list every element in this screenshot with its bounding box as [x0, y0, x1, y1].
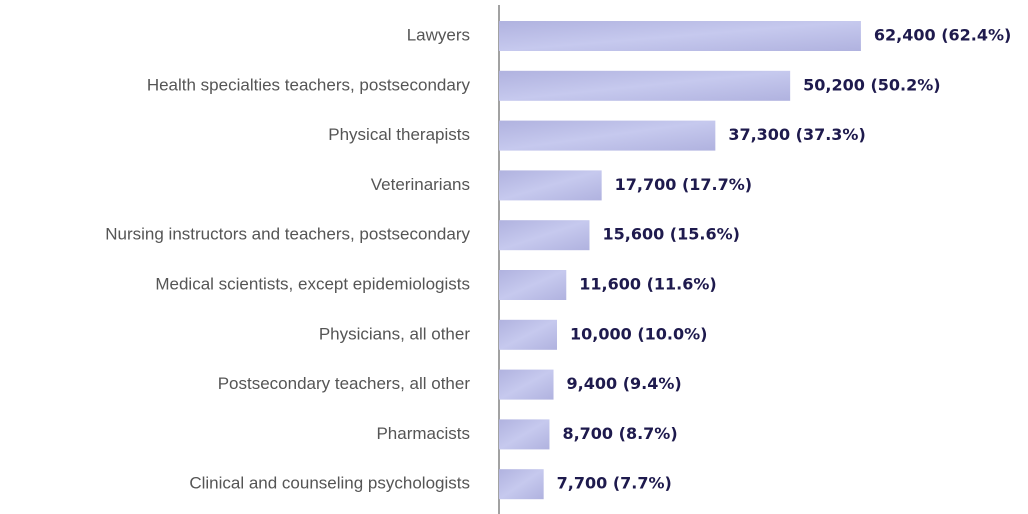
category-label: Physicians, all other [319, 324, 471, 343]
category-label: Pharmacists [376, 424, 470, 443]
bar [499, 70, 791, 101]
bar [499, 120, 716, 151]
data-label: 11,600 (11.6%) [579, 275, 716, 294]
bar [499, 220, 590, 251]
data-label: 15,600 (15.6%) [602, 225, 739, 244]
data-label: 37,300 (37.3%) [728, 125, 865, 144]
bar [499, 369, 554, 400]
data-label: 50,200 (50.2%) [803, 75, 940, 94]
bar [499, 469, 544, 500]
category-label: Physical therapists [328, 125, 470, 144]
category-label: Clinical and counseling psychologists [189, 474, 470, 493]
category-label: Health specialties teachers, postseconda… [147, 75, 471, 94]
bar [499, 419, 550, 450]
data-label: 7,700 (7.7%) [557, 474, 672, 493]
category-label: Veterinarians [371, 175, 470, 194]
bar [499, 270, 567, 300]
data-label: 9,400 (9.4%) [567, 374, 682, 393]
data-label: 8,700 (8.7%) [562, 424, 677, 443]
bar [499, 319, 557, 350]
bar [499, 21, 861, 51]
data-label: 10,000 (10.0%) [570, 324, 707, 343]
bar [499, 170, 602, 201]
data-label: 17,700 (17.7%) [615, 175, 752, 194]
category-label: Lawyers [407, 25, 470, 44]
data-label: 62,400 (62.4%) [874, 26, 1011, 45]
category-label: Nursing instructors and teachers, postse… [105, 225, 470, 244]
category-label: Medical scientists, except epidemiologis… [155, 274, 470, 293]
category-label: Postsecondary teachers, all other [218, 374, 471, 393]
